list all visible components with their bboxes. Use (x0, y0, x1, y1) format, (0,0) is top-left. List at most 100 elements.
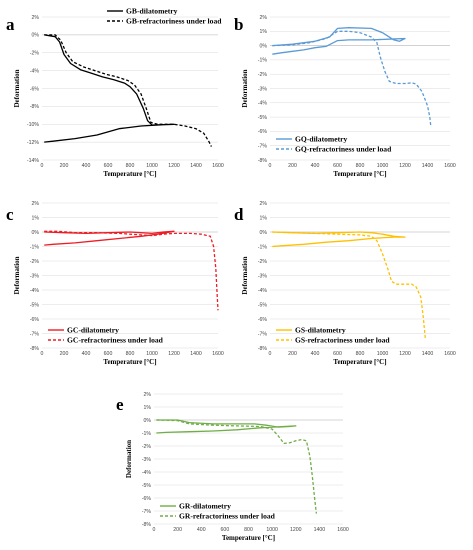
x-tick-label: 200 (60, 351, 69, 357)
y-tick-label: -3% (258, 273, 268, 279)
x-tick-label: 600 (104, 351, 113, 357)
x-tick-label: 1000 (146, 351, 158, 357)
refractoriness-series-line (156, 419, 318, 514)
x-tick-label: 1600 (444, 351, 456, 357)
panel-label: a (6, 15, 15, 34)
x-tick-label: 1600 (337, 527, 349, 533)
y-tick-label: -3% (142, 457, 152, 463)
y-axis-title: Deformation (13, 69, 21, 107)
x-tick-label: 1400 (422, 163, 434, 169)
y-tick-label: -6% (30, 317, 40, 323)
panel-e: 2% 1% 0% -1% -2% -3% -4% -5% -6% -7% -8%0 200 400 600… (116, 392, 349, 542)
y-tick-label: 1% (260, 29, 268, 35)
y-axis-title: Deformation (241, 69, 249, 107)
x-tick-label: 1200 (399, 351, 411, 357)
y-tick-label: -7% (142, 509, 152, 515)
x-tick-label: 0 (153, 527, 156, 533)
x-tick-label: 400 (311, 351, 320, 357)
x-tick-label: 800 (356, 163, 365, 169)
legend-label: GS-dilatometry (295, 326, 346, 335)
legend-label: GC-dilatometry (67, 326, 119, 335)
x-tick-label: 1400 (190, 163, 202, 169)
legend-label: GQ-refractoriness under load (295, 145, 392, 154)
y-tick-label: -10% (27, 122, 39, 128)
x-tick-label: 1200 (399, 163, 411, 169)
panel-d: 2% 1% 0% -1% -2% -3% -4% -5% -6% -7% -8%0 200 400 600… (234, 201, 456, 366)
y-tick-label: -2% (258, 72, 268, 78)
y-tick-label: -6% (258, 129, 268, 135)
x-tick-label: 1000 (146, 163, 158, 169)
panel-c: 2% 1% 0% -1% -2% -3% -4% -5% -6% -7% -8%0 200 400 600… (6, 201, 224, 366)
x-tick-label: 400 (197, 527, 206, 533)
x-tick-label: 600 (333, 163, 342, 169)
y-tick-label: -1% (30, 244, 40, 250)
x-tick-label: 0 (269, 351, 272, 357)
refractoriness-series-line (272, 30, 432, 128)
y-tick-label: -2% (258, 259, 268, 265)
y-tick-label: 1% (32, 215, 40, 221)
x-tick-label: 0 (41, 163, 44, 169)
y-tick-label: -14% (27, 158, 39, 164)
panel-a: 2% 0% -2% -4% -6% -8% -10% -12% -14%0 200 400 600 80… (6, 7, 224, 178)
y-tick-label: 0% (260, 43, 268, 49)
y-axis-title: Deformation (241, 256, 249, 294)
legend-label: GR-refractoriness under load (179, 512, 276, 521)
x-tick-label: 200 (173, 527, 182, 533)
y-tick-label: -8% (30, 104, 40, 110)
x-tick-label: 600 (104, 163, 113, 169)
x-tick-label: 0 (269, 163, 272, 169)
legend-label: GR-dilatometry (179, 502, 231, 511)
x-tick-label: 200 (288, 351, 297, 357)
y-tick-label: -8% (30, 346, 40, 352)
x-tick-label: 1200 (168, 163, 180, 169)
x-tick-label: 1000 (266, 527, 278, 533)
y-tick-label: 2% (32, 15, 40, 21)
y-tick-label: -4% (30, 288, 40, 294)
y-tick-label: -4% (258, 101, 268, 107)
y-tick-label: -2% (30, 51, 40, 57)
legend-label: GB-refractoriness under load (126, 17, 222, 26)
legend-label: GQ-dilatometry (295, 135, 348, 144)
x-tick-label: 200 (60, 163, 69, 169)
y-tick-label: 2% (32, 201, 40, 207)
y-tick-label: -6% (30, 86, 40, 92)
panel-b: 2% 1% 0% -1% -2% -3% -4% -5% -6% -7% -8%0 200 400 600… (234, 15, 456, 178)
panel-label: c (6, 205, 14, 224)
refractoriness-series-line (272, 231, 426, 338)
panel-label: b (234, 15, 243, 34)
y-tick-label: 0% (32, 230, 40, 236)
x-tick-label: 1400 (190, 351, 202, 357)
dilatometry-series-line (156, 419, 297, 434)
y-tick-label: -12% (27, 140, 39, 146)
x-tick-label: 1400 (422, 351, 434, 357)
y-axis-title: Deformation (13, 256, 21, 294)
y-tick-label: -8% (258, 158, 268, 164)
x-tick-label: 1000 (377, 351, 389, 357)
y-tick-label: 0% (144, 418, 152, 424)
x-tick-label: 600 (221, 527, 230, 533)
x-tick-label: 200 (288, 163, 297, 169)
x-tick-label: 800 (244, 527, 253, 533)
x-tick-label: 800 (126, 351, 135, 357)
x-tick-label: 400 (311, 163, 320, 169)
y-tick-label: 2% (144, 392, 152, 398)
y-tick-label: -1% (258, 58, 268, 64)
y-tick-label: 1% (144, 405, 152, 411)
x-tick-label: 400 (82, 163, 91, 169)
y-tick-label: 0% (260, 230, 268, 236)
y-tick-label: -6% (142, 496, 152, 502)
x-axis-title: Temperature [°C] (333, 358, 386, 366)
y-tick-label: -4% (30, 68, 40, 74)
x-tick-label: 1600 (444, 163, 456, 169)
dilatometry-series-line (272, 231, 406, 248)
x-tick-label: 1600 (212, 163, 224, 169)
panel-label: d (234, 205, 244, 224)
y-axis-title: Deformation (125, 440, 133, 478)
legend-label: GB-dilatometry (126, 7, 178, 16)
dilatometry-series-line (44, 34, 175, 143)
y-tick-label: -8% (258, 346, 268, 352)
y-tick-label: 1% (260, 215, 268, 221)
y-tick-label: 2% (260, 201, 268, 207)
y-tick-label: 0% (32, 33, 40, 39)
